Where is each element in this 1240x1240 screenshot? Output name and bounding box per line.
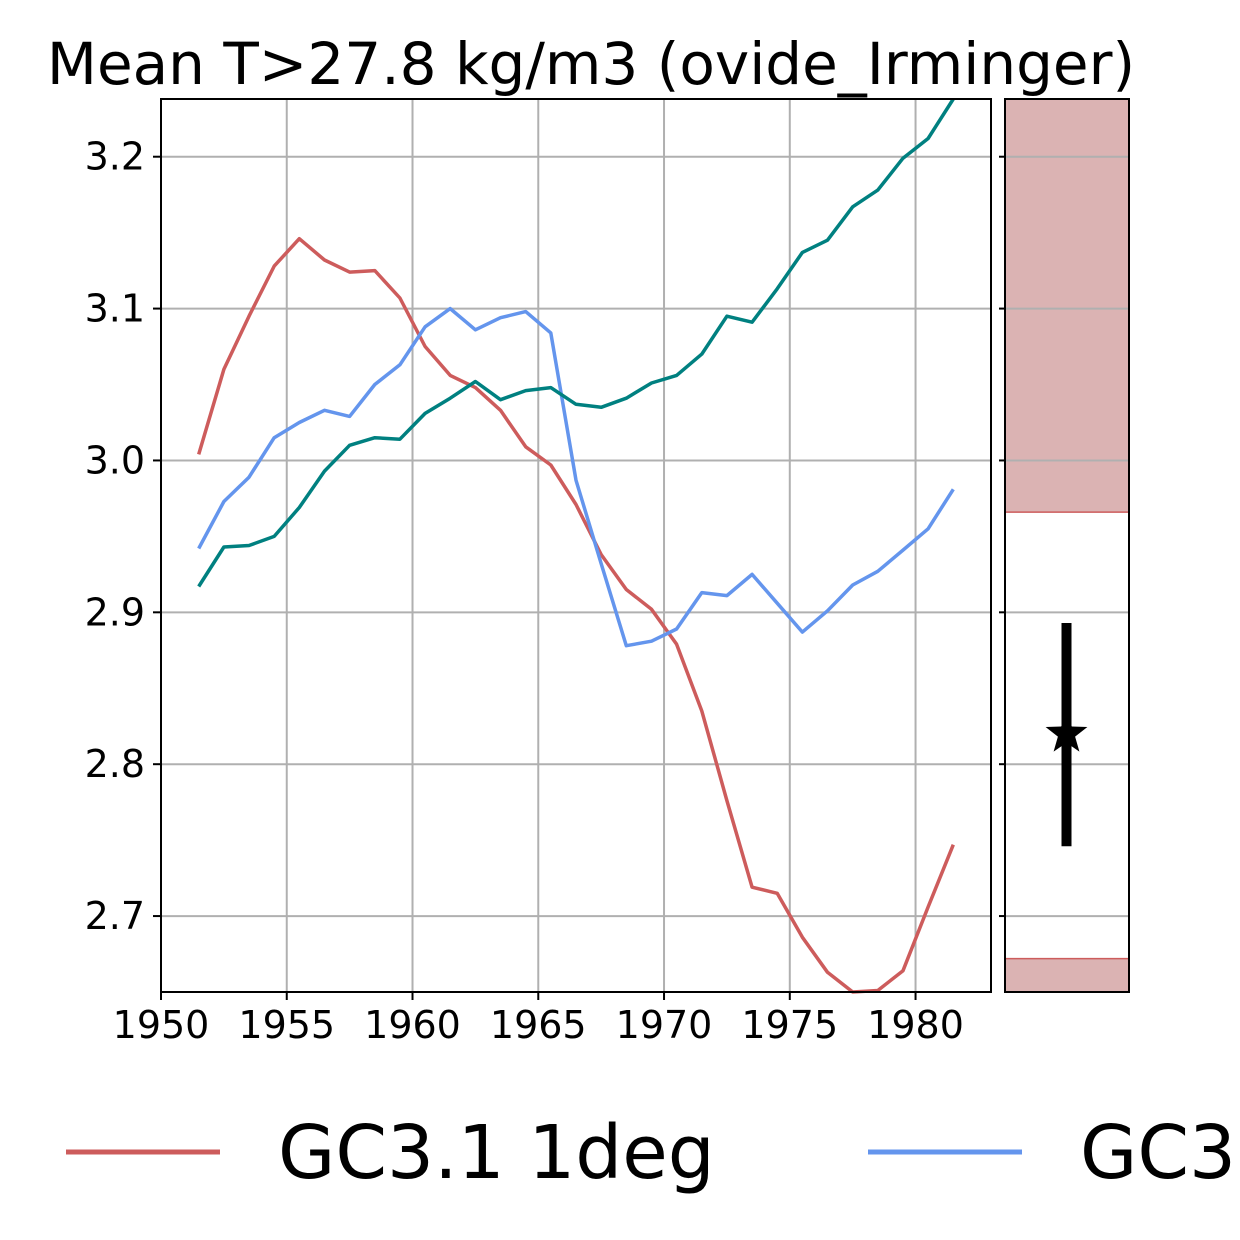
main-plot-frame: [160, 98, 992, 993]
x-tick-label: 1960: [364, 1003, 461, 1047]
y-tick-label: 2.9: [85, 590, 145, 634]
series-line-1: [197, 236, 955, 994]
x-tick-label: 1975: [741, 1003, 838, 1047]
series-line-3: [197, 98, 955, 588]
star-icon: [1045, 711, 1088, 752]
series-line-2: [197, 306, 955, 648]
x-tick-label: 1955: [238, 1003, 335, 1047]
chart-title: Mean T>27.8 kg/m3 (ovide_Irminger): [47, 30, 1135, 98]
side-panel-shading: [1005, 99, 1129, 992]
y-tick-label: 2.8: [85, 742, 145, 786]
legend-label: GC3: [1080, 1110, 1236, 1196]
grid: [160, 99, 991, 992]
observation-marker: [1045, 622, 1088, 847]
y-axis: 2.7 2.8 2.9 3.0 3.1 3.2: [85, 135, 161, 938]
x-tick-label: 1980: [867, 1003, 964, 1047]
main-plot: 1950 1955 1960 1965 1970 1975 1980: [113, 98, 992, 1047]
legend: GC3.1 1deg GC3: [66, 1110, 1236, 1196]
side-panel-shaded-band: [1005, 958, 1129, 992]
series-lines: [197, 98, 955, 994]
y-tick-label: 3.0: [85, 438, 145, 482]
x-tick-label: 1965: [490, 1003, 587, 1047]
side-panel-shaded-band: [1005, 99, 1129, 513]
y-tick-label: 2.7: [85, 894, 145, 938]
side-panel-frame: [1004, 98, 1130, 993]
legend-label: GC3.1 1deg: [278, 1110, 715, 1196]
x-tick-label: 1950: [113, 1003, 210, 1047]
x-tick-label: 1970: [616, 1003, 713, 1047]
y-tick-label: 3.1: [85, 287, 145, 331]
x-axis: 1950 1955 1960 1965 1970 1975 1980: [113, 992, 964, 1047]
side-panel: 2.7 2.8 2.9 3.0 3.1 3.2: [85, 98, 1130, 993]
y-tick-label: 3.2: [85, 135, 145, 179]
